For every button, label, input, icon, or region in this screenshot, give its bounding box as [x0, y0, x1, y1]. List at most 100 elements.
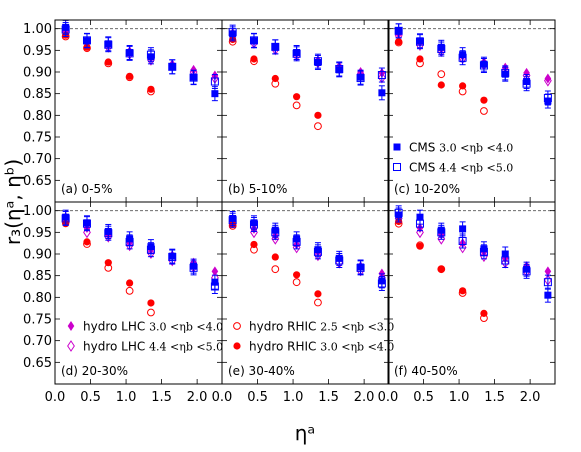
x-tick-label: 1.5	[318, 390, 339, 405]
y-tick-label: 1.00	[23, 22, 52, 37]
rhic1-point	[271, 265, 280, 274]
x-tick-label: 0.0	[45, 390, 66, 405]
rhic1-point	[314, 298, 322, 307]
panel-frame	[387, 201, 556, 385]
x-axis-label: ηᵃ	[295, 421, 316, 445]
panel-c: (c) 10-20%	[387, 19, 556, 203]
y-tick-label: 0.80	[23, 291, 52, 306]
legend-range: 3.0 <ηb <4.0	[149, 321, 223, 334]
cms1-point	[250, 37, 258, 45]
legend-prefix: hydro LHC	[83, 320, 149, 334]
cms1-point	[501, 70, 509, 78]
lhc1-point	[211, 266, 219, 277]
legend-prefix: CMS	[409, 141, 439, 155]
lhc2-point	[377, 71, 386, 84]
cms1-point	[459, 51, 467, 59]
panel-frame	[54, 19, 223, 203]
legend-prefix: CMS	[409, 161, 439, 175]
cms1-point	[211, 90, 219, 98]
cms1-point	[147, 243, 155, 251]
rhic2-point	[293, 271, 301, 279]
rhic2-point	[293, 93, 301, 101]
rhic2-point	[480, 96, 488, 104]
rhic2-point	[126, 72, 134, 80]
panel-f: 0.0 0.5 1.0 1.5 2.0 (f) 40-50%	[378, 201, 556, 405]
legend-range: 3.0 <ηb <4.0	[320, 341, 394, 354]
cms1-point	[104, 227, 112, 235]
cms1-point	[335, 254, 343, 262]
legend-cms: CMS 3.0 <ηb <4.0 CMS 4.4 <ηb <5.0	[393, 141, 513, 175]
x-tick-label: 2.0	[520, 390, 541, 405]
cms1-point	[271, 226, 279, 234]
cms1-point	[190, 73, 198, 81]
legend-label: hydro LHC 3.0 <ηb <4.0	[83, 320, 223, 334]
x-tick-label: 0.0	[378, 390, 399, 405]
legend-label: CMS 4.4 <ηb <5.0	[409, 161, 513, 175]
cms1-point	[544, 291, 552, 299]
cms2-point	[458, 237, 467, 245]
cms1-point	[126, 49, 134, 56]
cms2-point	[210, 77, 219, 86]
cms1-point	[335, 66, 343, 74]
cms1-point	[395, 27, 403, 35]
x-tick-label: 0.5	[80, 390, 101, 405]
y-tick-label: 0.70	[23, 334, 52, 349]
rhic1-point	[125, 286, 134, 295]
cms1-point	[271, 43, 279, 51]
cms1-point	[395, 211, 403, 219]
cms1-point	[544, 97, 552, 105]
cms1-point	[357, 73, 365, 81]
cms2-point	[377, 71, 386, 80]
panel-frame	[221, 19, 390, 203]
panel-label: (a) 0-5%	[61, 182, 113, 196]
panel-d: 0.65 0.70 0.75 0.80 0.85 0.90 0.95 1.00 0.0 0.5 1.…	[23, 201, 223, 405]
legend-prefix: hydro RHIC	[249, 340, 320, 354]
cms1-point	[147, 53, 155, 61]
lhc1-point	[544, 73, 552, 84]
panel-label: (d) 20-30%	[61, 364, 128, 378]
cms1-point	[437, 226, 445, 234]
y-tick-label: 0.95	[23, 44, 52, 59]
y-tick-label: 0.65	[23, 356, 52, 371]
rhic2-point	[104, 58, 112, 66]
rhic2-point	[314, 111, 322, 119]
y-tick-label: 0.70	[23, 152, 52, 167]
legend-prefix: hydro LHC	[83, 340, 149, 354]
rhic2-point	[416, 55, 424, 63]
cms1-point	[378, 89, 386, 97]
rhic2-point	[83, 238, 91, 246]
y-tick-label: 0.95	[23, 226, 52, 241]
rhic1-point	[147, 308, 155, 317]
y-tick-label: 0.75	[23, 313, 52, 328]
rhic2-legend-marker	[233, 342, 241, 350]
cms1-legend-marker	[393, 143, 401, 151]
legend-label: hydro LHC 4.4 <ηb <5.0	[83, 340, 223, 354]
cms1-point	[293, 49, 301, 56]
y-tick-label: 1.00	[23, 204, 52, 219]
rhic2-point	[480, 309, 488, 317]
cms1-point	[480, 60, 488, 68]
panel-label: (e) 30-40%	[228, 364, 295, 378]
x-tick-label: 0.5	[413, 390, 434, 405]
panel-b: (b) 5-10%	[221, 19, 390, 203]
rhic1-point	[314, 122, 322, 131]
lhc1-legend-marker	[67, 321, 75, 331]
lhc1-point	[523, 67, 530, 78]
y-tick-label: 0.65	[23, 174, 52, 189]
legend-prefix: hydro RHIC	[249, 320, 320, 334]
cms1-point	[126, 235, 134, 243]
cms1-point	[293, 235, 301, 243]
rhic1-point	[480, 107, 488, 115]
rhic2-point	[271, 74, 279, 83]
cms1-point	[314, 246, 322, 254]
cms1-point	[523, 265, 531, 273]
rhic2-point	[437, 265, 445, 273]
rhic2-point	[314, 290, 322, 298]
legend-range: 3.0 <ηb <4.0	[439, 142, 513, 155]
cms1-point	[480, 245, 488, 253]
cms1-point	[83, 37, 91, 45]
lhc2-point	[458, 241, 467, 254]
rhic1-point	[292, 101, 301, 110]
rhic2-point	[395, 38, 403, 46]
